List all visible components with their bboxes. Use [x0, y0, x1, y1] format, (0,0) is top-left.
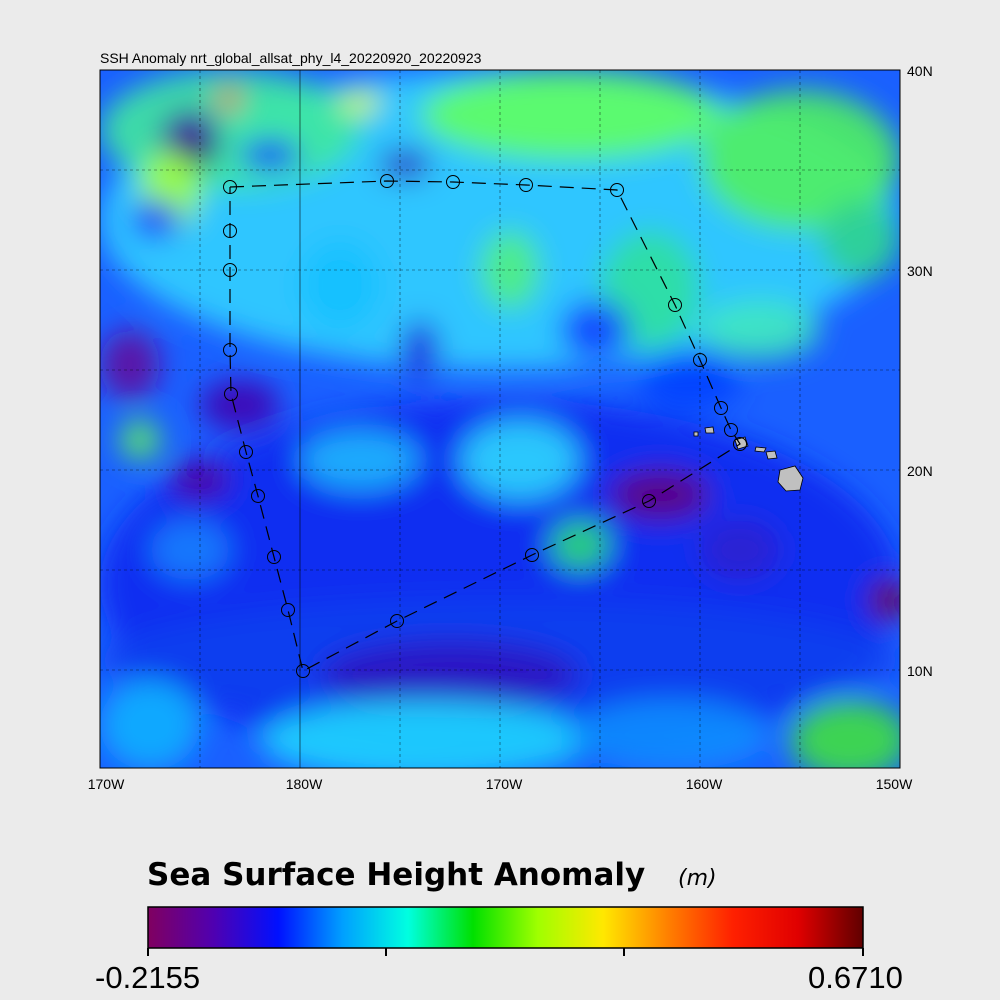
ssh-blob [700, 520, 780, 580]
ssh-blob [218, 88, 240, 110]
island [765, 450, 778, 460]
track-point [642, 494, 656, 508]
track-point [296, 664, 310, 678]
ssh-blob [320, 640, 580, 710]
ssh-blob [790, 700, 900, 768]
track-point [610, 183, 624, 197]
track-point [733, 437, 747, 451]
island [754, 446, 767, 453]
track-point [223, 263, 237, 277]
track-point [223, 180, 237, 194]
track-point [693, 353, 707, 367]
ssh-blob [100, 330, 160, 400]
track-point [223, 224, 237, 238]
map-frame [99, 69, 901, 769]
ssh-blob [460, 420, 580, 500]
y-tick: 30N [907, 263, 933, 279]
track-line [229, 180, 741, 672]
ssh-blob [870, 580, 900, 620]
ssh-blob [570, 700, 770, 768]
ssh-blob [400, 320, 440, 380]
track-point [390, 614, 404, 628]
ssh-blob [240, 140, 300, 170]
track-point [446, 175, 460, 189]
track-point [281, 603, 295, 617]
track-point [239, 445, 253, 459]
ssh-blob [260, 700, 590, 768]
x-tick: 180W [285, 776, 323, 792]
ssh-blob [130, 200, 180, 240]
colorbar [147, 906, 864, 949]
island [704, 426, 715, 434]
ssh-blob [150, 520, 230, 580]
ssh-blob [640, 350, 740, 410]
x-tick: 170W [87, 776, 125, 792]
y-tick: 20N [907, 463, 933, 479]
ssh-blob [100, 680, 200, 768]
ssh-blob [200, 380, 280, 430]
track-point [519, 178, 533, 192]
x-tick: 170W [485, 776, 523, 792]
colorbar-ticks [147, 948, 864, 956]
ssh-blob [100, 70, 360, 190]
ssh-blob [560, 300, 630, 360]
track-point [714, 401, 728, 415]
y-tick: 40N [907, 63, 933, 79]
colorbar-max-label: 0.6710 [808, 960, 903, 995]
ssh-blob [700, 300, 820, 360]
island [777, 465, 804, 492]
colorbar-unit: (m) [678, 866, 717, 891]
ssh-blob [380, 150, 430, 180]
ssh-blob [420, 70, 720, 160]
track-point [724, 423, 738, 437]
x-tick: 160W [685, 776, 723, 792]
colorbar-min-label: -0.2155 [95, 960, 201, 995]
ssh-blob [300, 430, 420, 490]
track-point [525, 548, 539, 562]
track-point [224, 387, 238, 401]
ssh-blob [300, 240, 380, 330]
ssh-blob [340, 90, 380, 115]
ssh-blob [550, 520, 610, 570]
y-tick: 10N [907, 663, 933, 679]
track-point [380, 174, 394, 188]
ssh-blob [820, 200, 900, 280]
track-point [251, 489, 265, 503]
map-title: SSH Anomaly nrt_global_allsat_phy_l4_202… [100, 50, 482, 66]
x-tick: 150W [875, 776, 913, 792]
track-point [223, 343, 237, 357]
ssh-blob [120, 420, 160, 460]
graticule [100, 70, 900, 768]
track [223, 174, 747, 678]
track-point [668, 298, 682, 312]
island [693, 431, 699, 437]
track-point [267, 550, 281, 564]
colorbar-title: Sea Surface Height Anomaly [147, 857, 646, 893]
ssh-field [100, 70, 900, 768]
